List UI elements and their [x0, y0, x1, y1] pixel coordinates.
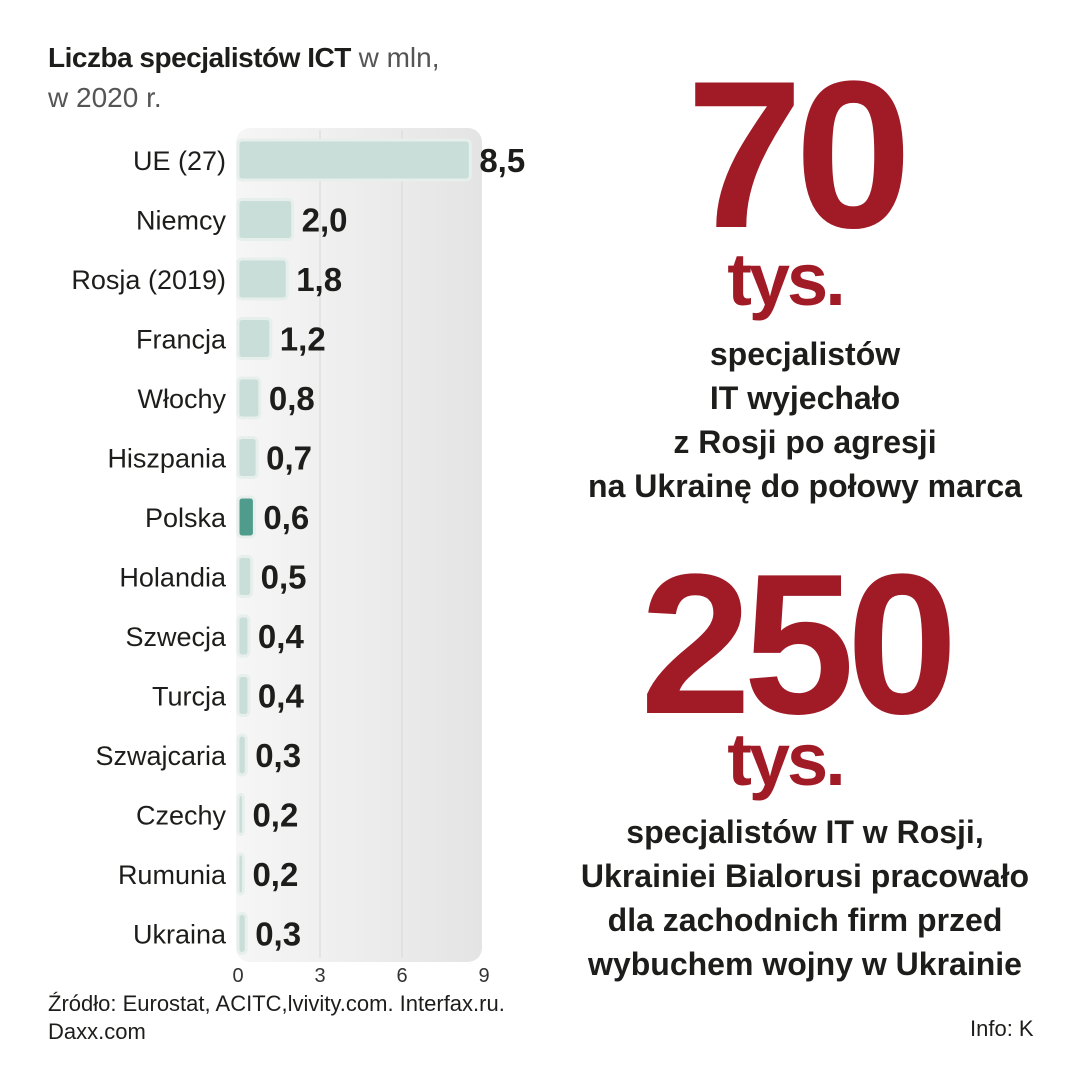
stat1-description-line: na Ukrainę do połowy marca [588, 468, 1022, 504]
stat1-description: specjalistów IT wyjechało z Rosji po agr… [530, 332, 1080, 508]
category-label: Francja [136, 325, 227, 355]
chart-title-year: w 2020 r. [48, 82, 162, 113]
bar-szwecja [236, 614, 251, 658]
value-label: 0,4 [258, 678, 305, 715]
category-label: Hiszpania [107, 444, 227, 474]
category-label: Rosja (2019) [71, 265, 226, 295]
bar-francja [236, 317, 273, 360]
stat2-unit: tys. [727, 718, 846, 801]
bar-włochy [236, 376, 262, 420]
source-line: Daxx.com [48, 1019, 146, 1044]
value-label: 2,0 [302, 202, 348, 239]
bar-ue-27 [236, 138, 472, 182]
value-label: 0,8 [269, 380, 315, 417]
stat1-description-line: IT wyjechało [709, 380, 901, 416]
value-label: 0,5 [261, 559, 307, 596]
stat2-description-line: specjalistów IT w Rosji, [626, 814, 984, 850]
stat2-description-line: Ukrainiei Bialorusi pracowało [580, 858, 1030, 894]
stat1-description-line: specjalistów [709, 336, 901, 372]
stat1-number: 70 [686, 37, 912, 272]
value-label: 1,2 [280, 321, 326, 358]
stat1-unit: tys. [727, 238, 846, 321]
category-label: Szwajcaria [95, 741, 227, 771]
x-tick-label: 3 [314, 965, 325, 987]
category-label: Czechy [136, 801, 227, 831]
bar-ukraina [236, 912, 248, 955]
bar-turcja [236, 674, 251, 717]
chart-panel [236, 128, 482, 962]
category-label: Włochy [137, 384, 226, 414]
value-label: 0,3 [255, 737, 301, 774]
category-label: UE (27) [133, 146, 226, 176]
bar-rosja-2019 [236, 257, 289, 301]
x-tick-label: 9 [478, 965, 489, 987]
credit: Info: K [970, 1016, 1034, 1041]
stat2-description-line: wybuchem wojny w Ukrainie [588, 946, 1022, 982]
chart-title-unit: w mln, [350, 42, 440, 73]
value-label: 8,5 [479, 142, 525, 179]
stat2-number: 250 [640, 533, 958, 756]
category-label: Szwecja [125, 622, 227, 652]
value-label: 0,6 [263, 499, 309, 536]
bar-rumunia [236, 852, 245, 896]
bar-hiszpania [236, 436, 259, 479]
chart-title: Liczba specjalistów ICT w mln, w 2020 r. [48, 38, 568, 118]
bar-chart: UE (27) 8,5 Niemcy 2,0 Rosja (2019) 1,8 Francj… [71, 128, 525, 987]
category-label: Turcja [152, 682, 227, 712]
category-label: Holandia [119, 563, 227, 593]
x-tick-label: 0 [232, 965, 243, 987]
category-label: Polska [145, 503, 227, 533]
value-label: 0,7 [266, 440, 312, 477]
bar-niemcy [236, 198, 295, 241]
chart-title-bold: Liczba specjalistów ICT [48, 42, 351, 73]
value-label: 0,2 [252, 797, 298, 834]
category-label: Rumunia [118, 860, 227, 890]
category-label: Niemcy [136, 206, 227, 236]
bar-czechy [236, 793, 245, 836]
category-label: Ukraina [133, 920, 227, 950]
stat2-description-line: dla zachodnich firm przed [607, 902, 1003, 938]
value-label: 0,4 [258, 618, 305, 655]
value-label: 1,8 [296, 261, 342, 298]
source-note: Źródło: Eurostat, ACITC,lvivity.com. Int… [48, 990, 505, 1046]
source-line: Źródło: Eurostat, ACITC,lvivity.com. Int… [48, 991, 505, 1016]
x-tick-label: 6 [396, 965, 407, 987]
bar-holandia [236, 555, 254, 598]
stat1-description-line: z Rosji po agresji [673, 424, 937, 460]
bar-polska [236, 495, 256, 539]
value-label: 0,3 [255, 916, 301, 953]
value-label: 0,2 [252, 856, 298, 893]
bar-szwajcaria [236, 733, 248, 777]
stat2-description: specjalistów IT w Rosji, Ukrainiei Bialo… [520, 810, 1081, 986]
